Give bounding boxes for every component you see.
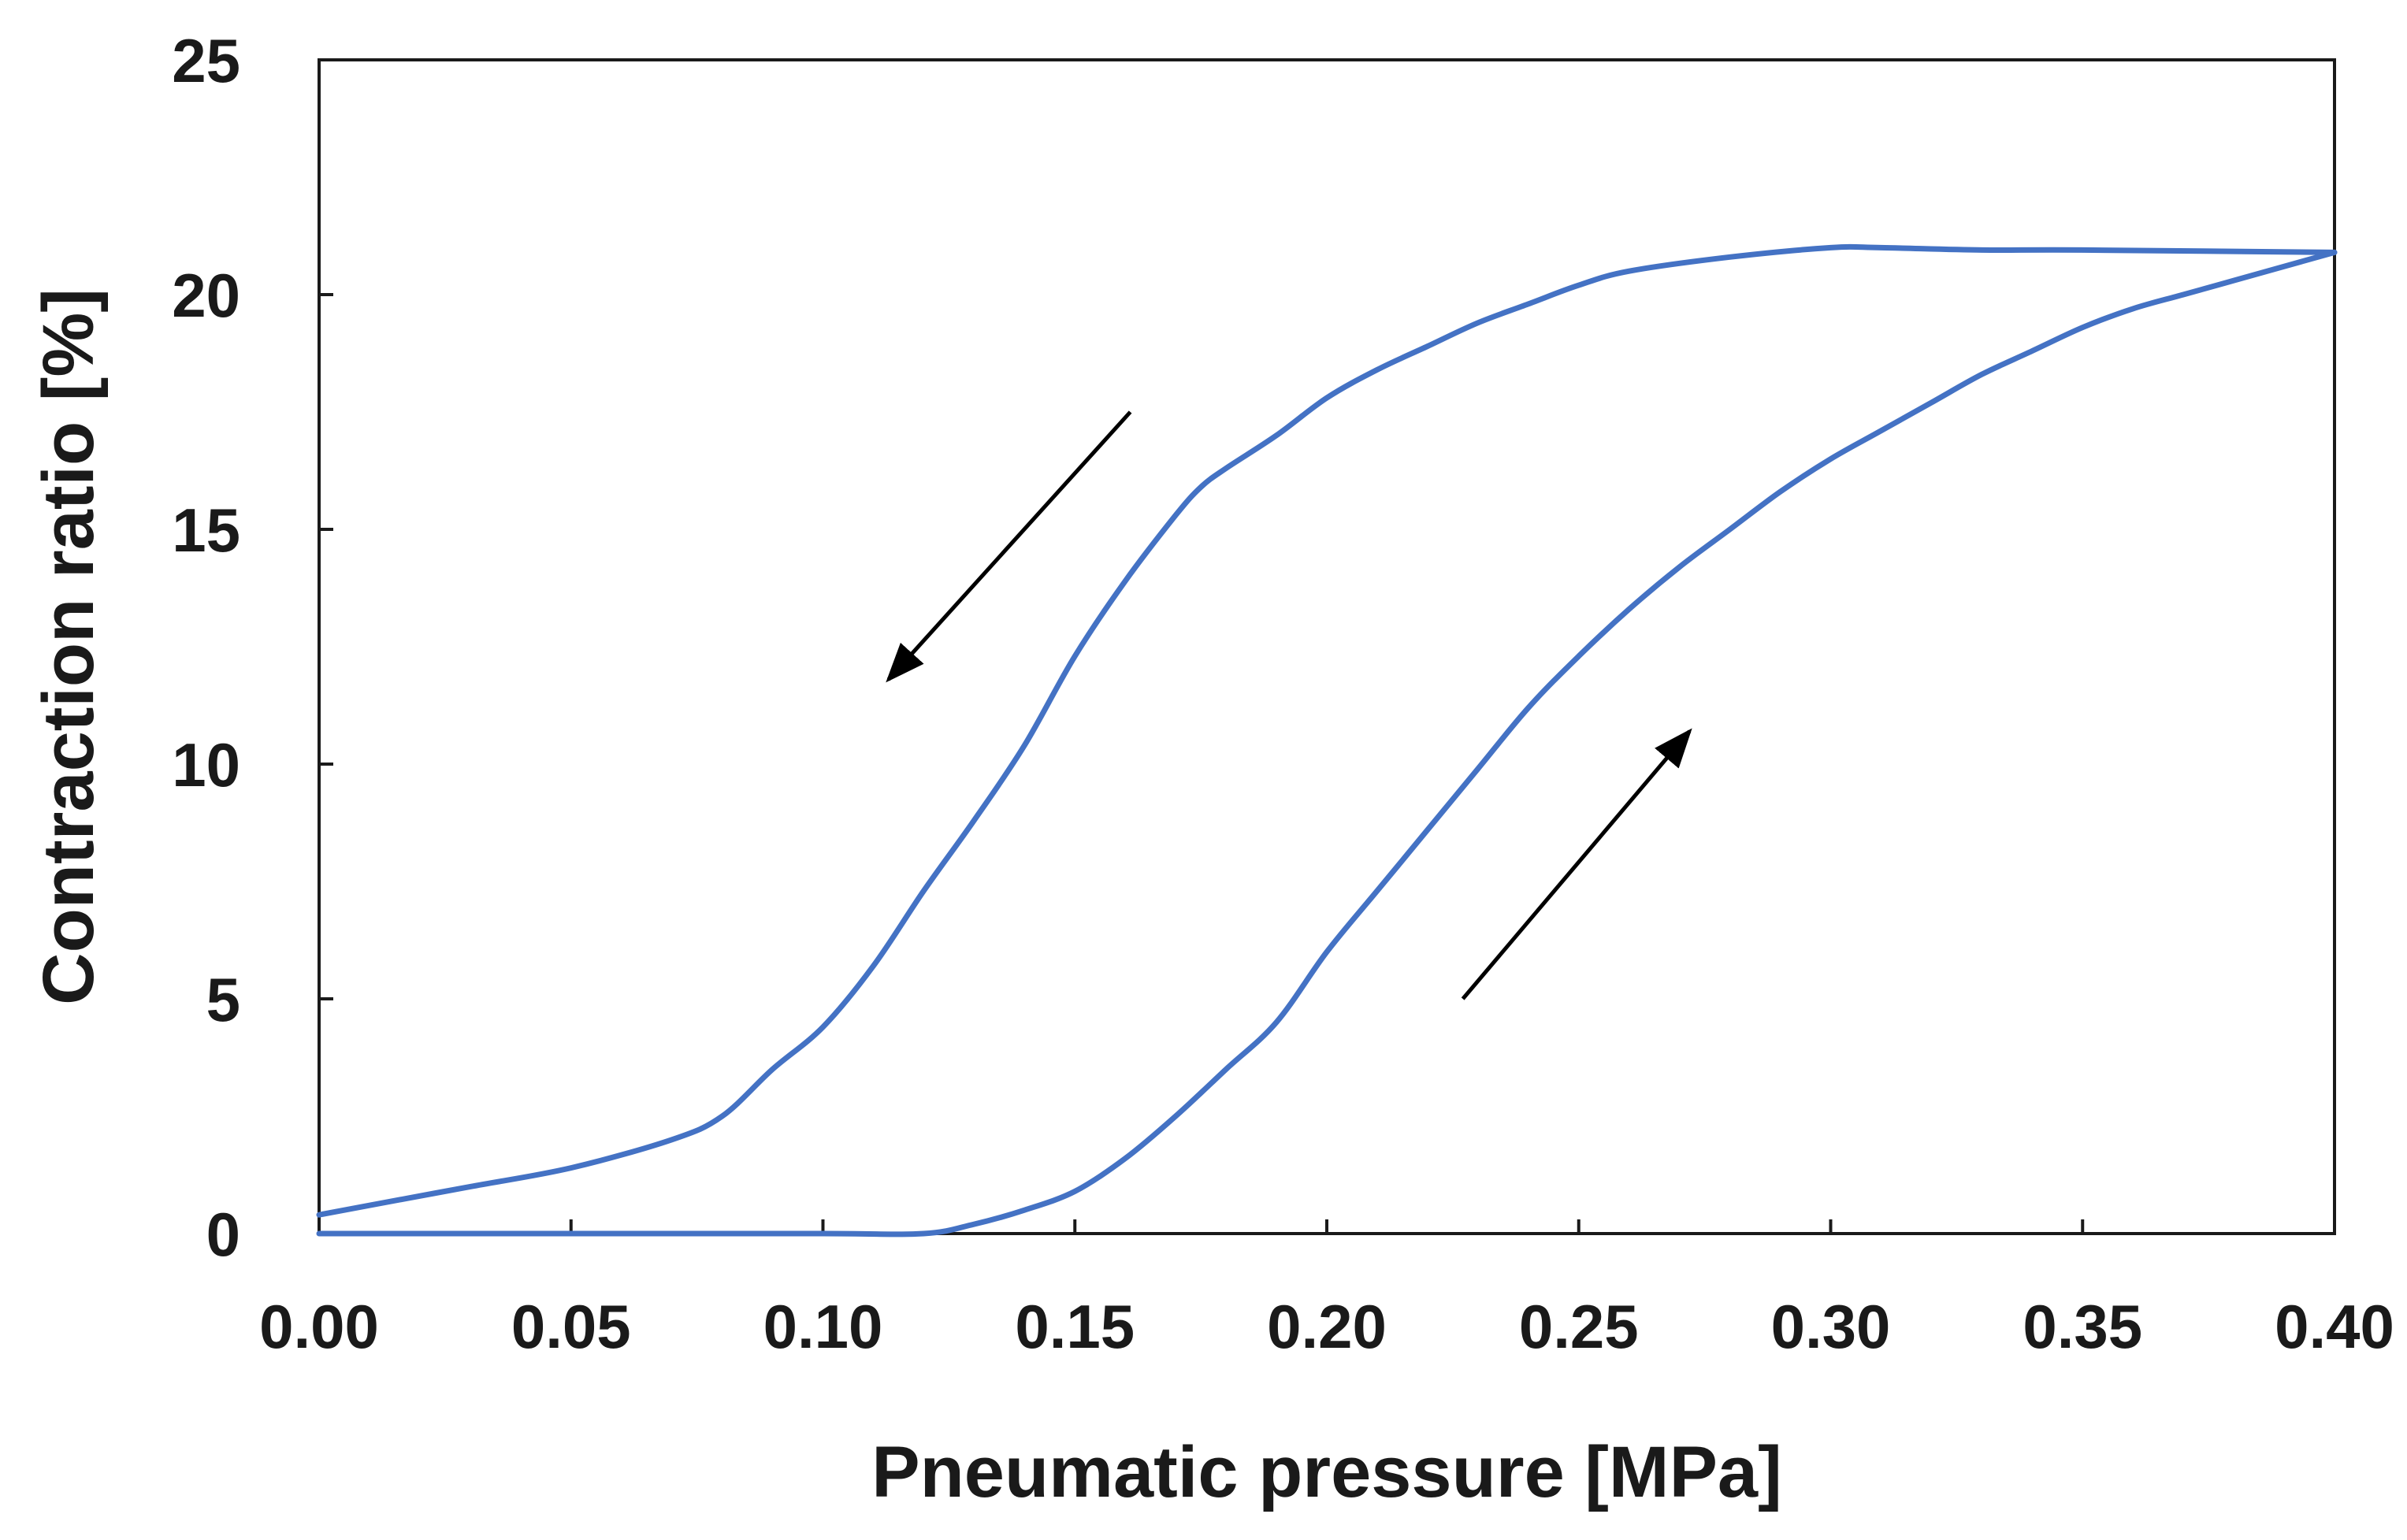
series-layer [316,243,2338,1238]
x-tick-label: 0.00 [259,1292,379,1361]
x-tick-label: 0.05 [511,1292,631,1361]
series-line-pressurizing [316,249,2338,1238]
y-tick-label: 0 [206,1200,240,1269]
x-tick-label: 0.25 [1519,1292,1639,1361]
arrow-increasing-pressure [1461,728,1692,1000]
y-tick-label: 5 [206,965,240,1034]
label-layer: Pneumatic pressure [MPa] Contraction rat… [28,26,2394,1512]
y-tick-label: 20 [172,261,240,330]
y-axis-title: Contraction ratio [%] [28,288,109,1005]
y-tick-label: 15 [172,495,240,565]
plot-layer [318,58,2336,1235]
y-tick-label: 25 [172,26,240,95]
x-tick-label: 0.30 [1771,1292,1891,1361]
series-line-depressurizing [316,243,2338,1218]
x-tick-label: 0.35 [2023,1292,2142,1361]
x-tick-label: 0.15 [1015,1292,1135,1361]
plot-frame [318,58,2336,1235]
arrow-decreasing-pressure [886,410,1132,683]
y-tick-label: 10 [172,730,240,800]
x-tick-label: 0.40 [2275,1292,2394,1361]
annotation-layer [886,410,1692,1000]
x-tick-label: 0.10 [763,1292,883,1361]
x-tick-label: 0.20 [1267,1292,1387,1361]
x-axis-title: Pneumatic pressure [MPa] [871,1432,1781,1512]
